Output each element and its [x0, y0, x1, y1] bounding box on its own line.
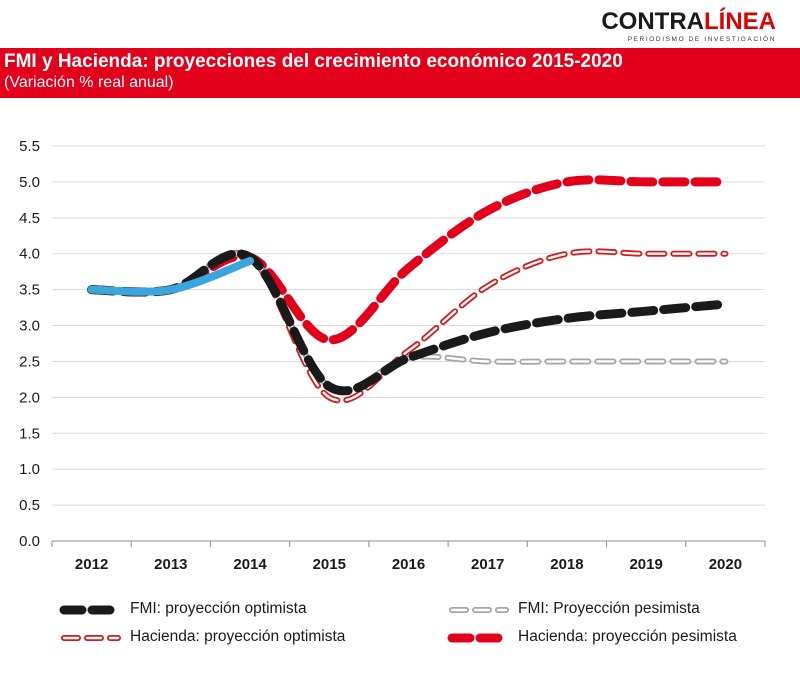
- title-band: FMI y Hacienda: proyecciones del crecimi…: [0, 48, 800, 98]
- y-tick-label: 2.0: [19, 389, 40, 406]
- x-tick-label: 2020: [709, 556, 742, 573]
- x-tick-label: 2018: [550, 556, 583, 573]
- y-tick-label: 4.0: [19, 246, 40, 263]
- y-tick-label: 5.5: [19, 138, 40, 155]
- line-chart: 0.0 0.5 1.0 1.5 2.0 2.5 3.0 3.5 4.0 4.5 5.0 5.5 2012…: [19, 138, 766, 573]
- x-tick-label: 2013: [154, 556, 187, 573]
- logo: CONTRALÍNEA PERIODISMO DE INVESTIGACIÓN: [601, 8, 776, 46]
- logo-wordmark: CONTRALÍNEA: [601, 8, 776, 36]
- x-tick-label: 2017: [471, 556, 504, 573]
- logo-accent: LÍNEA: [704, 8, 776, 35]
- x-tick-label: 2012: [75, 556, 108, 573]
- y-tick-label: 5.0: [19, 174, 40, 191]
- x-tick-label: 2016: [392, 556, 425, 573]
- series-line-historico: [87, 256, 255, 296]
- series-line-fmi-proyecci-n-pesimista-inner: [90, 252, 727, 392]
- chart-title: FMI y Hacienda: proyecciones del crecimi…: [4, 51, 623, 72]
- x-tick-label: 2019: [629, 556, 662, 573]
- y-tick-label: 3.0: [19, 318, 40, 335]
- series-line-fmi-proyecci-n-optimista: [87, 249, 730, 396]
- y-tick-label: 1.5: [19, 425, 40, 442]
- logo-tagline: PERIODISMO DE INVESTIGACIÓN: [627, 36, 776, 43]
- chart-subtitle: (Variación % real anual): [4, 74, 174, 91]
- y-tick-label: 1.0: [19, 461, 40, 478]
- y-tick-label: 2.5: [19, 353, 40, 370]
- logo-main: CONTRA: [601, 8, 704, 35]
- y-tick-label: 0.5: [19, 497, 40, 514]
- series-line-fmi-proyecci-n-pesimista: [88, 250, 729, 394]
- x-tick-label: 2014: [233, 556, 267, 573]
- x-tick-label: 2015: [313, 556, 346, 573]
- y-tick-label: 0.0: [19, 533, 40, 550]
- y-tick-label: 3.5: [19, 282, 40, 299]
- y-tick-label: 4.5: [19, 210, 40, 227]
